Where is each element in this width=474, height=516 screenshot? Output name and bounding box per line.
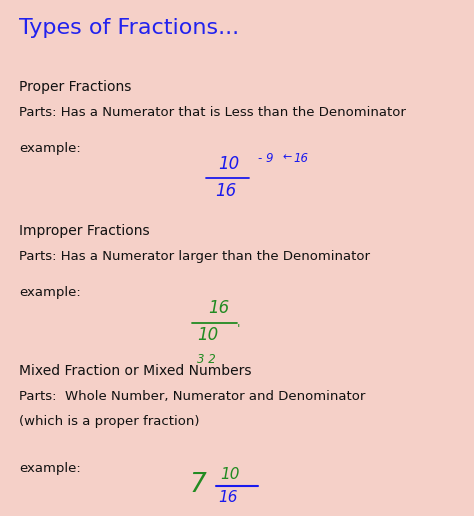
Text: example:: example: — [19, 462, 81, 475]
Text: Types of Fractions...: Types of Fractions... — [19, 18, 239, 38]
Text: Proper Fractions: Proper Fractions — [19, 80, 131, 94]
Text: example:: example: — [19, 286, 81, 299]
Text: 16: 16 — [218, 490, 237, 505]
Text: Parts: Has a Numerator that is Less than the Denominator: Parts: Has a Numerator that is Less than… — [19, 106, 406, 119]
Text: - 9: - 9 — [258, 152, 274, 165]
Text: 7: 7 — [190, 472, 206, 498]
Text: Improper Fractions: Improper Fractions — [19, 224, 150, 238]
Text: 16: 16 — [209, 299, 230, 317]
Text: (which is a proper fraction): (which is a proper fraction) — [19, 415, 200, 428]
Text: 16: 16 — [293, 152, 308, 165]
Text: Parts: Has a Numerator larger than the Denominator: Parts: Has a Numerator larger than the D… — [19, 250, 370, 263]
Text: example:: example: — [19, 142, 81, 155]
Text: 10: 10 — [220, 467, 240, 482]
Text: ←: ← — [282, 152, 292, 162]
Text: 3 2: 3 2 — [197, 353, 216, 366]
Text: Parts:  Whole Number, Numerator and Denominator: Parts: Whole Number, Numerator and Denom… — [19, 390, 365, 402]
Text: ': ' — [237, 323, 240, 336]
Text: 10: 10 — [218, 155, 239, 173]
Text: 16: 16 — [216, 182, 237, 200]
Text: Mixed Fraction or Mixed Numbers: Mixed Fraction or Mixed Numbers — [19, 364, 252, 378]
Text: 10: 10 — [197, 326, 218, 344]
